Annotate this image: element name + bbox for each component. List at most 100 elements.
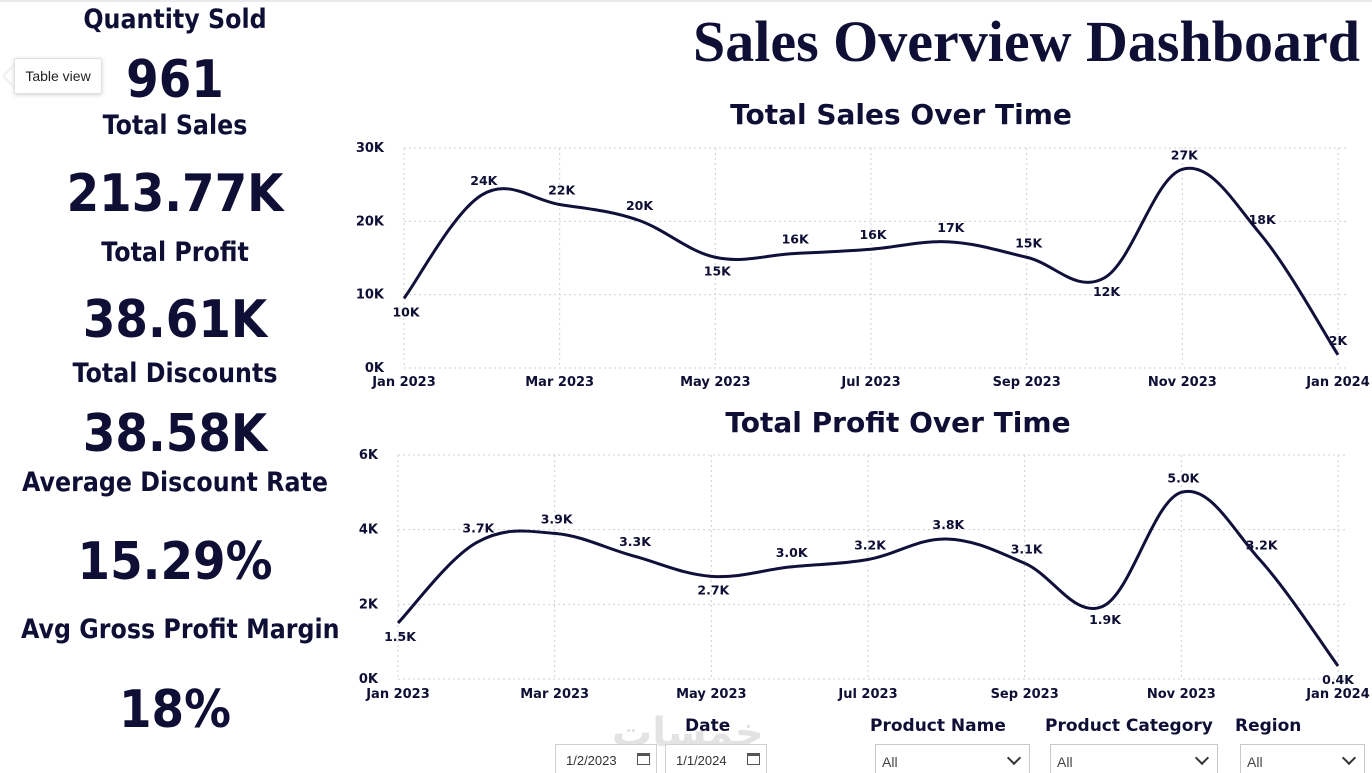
y-tick-label: 30K (356, 141, 385, 156)
x-tick-label: Mar 2023 (520, 687, 589, 702)
product-name-dropdown[interactable]: All (875, 744, 1030, 773)
x-tick-label: May 2023 (676, 687, 747, 702)
data-label: 3.1K (1011, 541, 1044, 556)
data-point[interactable] (708, 573, 714, 579)
chart-title: Total Profit Over Time (725, 406, 1070, 439)
y-tick-label: 0K (359, 672, 379, 687)
data-label: 5.0K (1167, 470, 1200, 485)
y-tick-label: 10K (356, 288, 385, 303)
data-label: 17K (937, 220, 965, 235)
profit-over-time-chart[interactable]: Total Profit Over Time 0K 2K 4K 6K Jan 2023 Ma… (359, 406, 1370, 702)
data-label: 16K (859, 227, 887, 242)
data-label: 3.9K (541, 511, 574, 526)
data-label: 3.8K (932, 517, 965, 532)
x-tick-label: Jan 2024 (1305, 687, 1370, 702)
x-tick-label: Jul 2023 (837, 687, 897, 702)
date-end-input[interactable]: 1/1/2024 (665, 744, 767, 773)
data-label: 3.7K (462, 521, 495, 536)
data-point[interactable] (1335, 663, 1341, 669)
y-tick-label: 20K (356, 214, 385, 229)
data-point[interactable] (712, 254, 718, 260)
product-name-selected: All (882, 754, 898, 770)
data-label: 2.7K (697, 582, 730, 597)
x-tick-label: Jan 2024 (1305, 375, 1370, 390)
x-tick-label: Sep 2023 (991, 687, 1059, 702)
series-line[interactable] (396, 489, 1340, 667)
kpi-total-sales-title: Total Sales (102, 110, 248, 141)
product-category-dropdown[interactable]: All (1050, 744, 1218, 773)
data-point[interactable] (1024, 254, 1030, 260)
data-point[interactable] (1335, 352, 1341, 358)
x-tick-label: Jan 2023 (365, 687, 430, 702)
kpi-total-profit-title: Total Profit (101, 237, 249, 268)
kpi-total-discounts-title: Total Discounts (72, 358, 278, 389)
y-tick-label: 2K (359, 597, 379, 612)
kpi-total-sales-value: 213.77K (66, 164, 284, 224)
region-selected: All (1247, 754, 1263, 770)
x-tick-label: Mar 2023 (525, 375, 594, 390)
data-point[interactable] (1257, 557, 1263, 563)
x-tick-label: Jan 2023 (371, 375, 436, 390)
data-point[interactable] (557, 201, 563, 207)
data-point[interactable] (479, 192, 485, 198)
x-tick-label: Nov 2023 (1147, 687, 1216, 702)
tooltip-arrow (4, 66, 14, 86)
kpi-quantity-sold-value: 961 (126, 50, 224, 110)
data-label: 20K (626, 198, 654, 213)
data-point[interactable] (635, 217, 641, 223)
sales-over-time-chart[interactable]: Total Sales Over Time 0K 10K 20K 30K Jan 2023… (356, 98, 1370, 390)
data-label: 0.4K (1322, 672, 1355, 687)
data-label: 3.3K (619, 534, 652, 549)
series-line[interactable] (402, 166, 1340, 356)
kpi-avg-discount-rate-title: Average Discount Rate (22, 467, 328, 498)
data-label: 2K (1329, 333, 1349, 348)
data-label: 27K (1171, 147, 1199, 162)
data-point[interactable] (395, 620, 401, 626)
data-point[interactable] (1179, 166, 1185, 172)
kpi-avg-gross-profit-margin-value: 18% (118, 680, 232, 740)
data-label: 3.2K (854, 538, 887, 553)
data-point[interactable] (1257, 231, 1263, 237)
x-tick-label: Jul 2023 (840, 375, 900, 390)
data-point[interactable] (865, 557, 871, 563)
data-point[interactable] (1178, 489, 1184, 495)
data-label: 1.9K (1089, 612, 1122, 627)
region-dropdown[interactable]: All (1240, 744, 1365, 773)
data-label: 22K (548, 182, 576, 197)
calendar-icon[interactable] (637, 753, 650, 765)
data-label: 12K (1093, 284, 1121, 299)
data-point[interactable] (630, 553, 636, 559)
data-label: 1.5K (384, 629, 417, 644)
top-border (0, 0, 1372, 2)
x-tick-label: Nov 2023 (1148, 375, 1217, 390)
data-point[interactable] (473, 540, 479, 546)
data-point[interactable] (1102, 275, 1108, 281)
kpi-avg-discount-rate-value: 15.29% (77, 532, 273, 592)
charts-canvas: Total Sales Over Time 0K 10K 20K 30K Jan 2023… (356, 98, 1370, 702)
data-label: 3.0K (776, 545, 809, 560)
region-slicer-label: Region (1235, 716, 1302, 736)
chevron-down-icon (1194, 750, 1210, 766)
data-point[interactable] (1022, 560, 1028, 566)
y-tick-label: 6K (359, 448, 379, 463)
date-start-input[interactable]: 1/2/2023 (555, 744, 657, 773)
data-point[interactable] (552, 530, 558, 536)
product-name-slicer-label: Product Name (870, 716, 1006, 736)
data-point[interactable] (401, 295, 407, 301)
data-point[interactable] (790, 251, 796, 257)
data-point[interactable] (868, 246, 874, 252)
data-label: 3.2K (1246, 538, 1279, 553)
data-label: 24K (470, 173, 498, 188)
data-label: 16K (782, 232, 810, 247)
data-label: 10K (392, 304, 420, 319)
data-point[interactable] (787, 564, 793, 570)
kpi-quantity-sold-title: Quantity Sold (83, 4, 267, 35)
data-point[interactable] (1100, 603, 1106, 609)
data-point[interactable] (946, 239, 952, 245)
calendar-icon[interactable] (747, 753, 760, 765)
table-view-tooltip[interactable]: Table view (14, 58, 102, 94)
date-start-value: 1/2/2023 (566, 753, 617, 768)
data-point[interactable] (943, 536, 949, 542)
product-category-selected: All (1057, 754, 1073, 770)
y-tick-label: 4K (359, 523, 379, 538)
